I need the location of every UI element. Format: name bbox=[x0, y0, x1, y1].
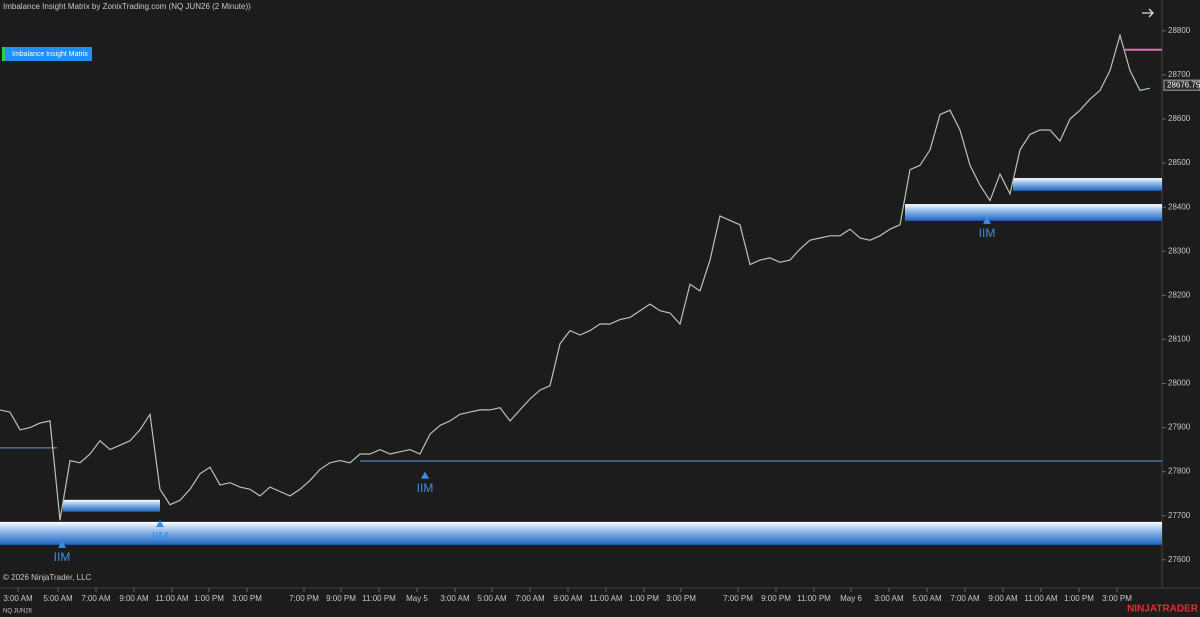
x-tick-label: 1:00 PM bbox=[1064, 594, 1094, 603]
last-price-box bbox=[1163, 79, 1200, 91]
x-tick-label: 3:00 PM bbox=[666, 594, 696, 603]
signal-label: IIM bbox=[152, 529, 169, 543]
x-tick-label: May 5 bbox=[406, 594, 428, 603]
brand-logo: NINJATRADER bbox=[1127, 604, 1199, 615]
signal-label: IIM bbox=[979, 226, 996, 240]
indicator-status bbox=[2, 47, 5, 61]
signal-marker bbox=[421, 471, 429, 479]
y-tick-label: 27800 bbox=[1168, 467, 1191, 476]
y-tick-label: 28100 bbox=[1168, 335, 1191, 344]
x-tick-label: 9:00 PM bbox=[761, 594, 791, 603]
signal-label: IIM bbox=[54, 550, 71, 564]
x-tick-label: 9:00 AM bbox=[988, 594, 1018, 603]
y-tick-label: 27600 bbox=[1168, 555, 1191, 564]
instrument-label: NQ JUN26 bbox=[3, 609, 33, 615]
x-tick-label: 3:00 AM bbox=[3, 594, 33, 603]
y-tick-label: 28000 bbox=[1168, 379, 1191, 388]
signal-marker bbox=[983, 216, 991, 224]
x-tick-label: 1:00 PM bbox=[629, 594, 659, 603]
signal-label: IIM bbox=[417, 481, 434, 495]
imbalance-zone bbox=[0, 521, 1162, 545]
x-tick-label: 3:00 AM bbox=[874, 594, 904, 603]
x-tick-label: 5:00 AM bbox=[43, 594, 73, 603]
y-tick-label: 28200 bbox=[1168, 290, 1191, 299]
arrow-icon[interactable] bbox=[1142, 8, 1154, 18]
chart-title: Imbalance Insight Matrix by ZonixTrading… bbox=[3, 2, 251, 11]
copyright: © 2026 NinjaTrader, LLC bbox=[3, 573, 92, 582]
y-tick-label: 28300 bbox=[1168, 246, 1191, 255]
y-tick-label: 28700 bbox=[1168, 70, 1191, 79]
x-tick-label: 3:00 PM bbox=[1102, 594, 1132, 603]
x-tick-label: 7:00 AM bbox=[950, 594, 980, 603]
price-line bbox=[0, 33, 1151, 521]
y-tick-label: 27900 bbox=[1168, 423, 1191, 432]
x-tick-label: 5:00 AM bbox=[912, 594, 942, 603]
x-tick-label: 5:00 AM bbox=[477, 594, 507, 603]
x-tick-label: 11:00 AM bbox=[1024, 594, 1058, 603]
indicator-button[interactable] bbox=[2, 47, 92, 61]
x-tick-label: 9:00 AM bbox=[553, 594, 583, 603]
x-tick-label: 7:00 AM bbox=[515, 594, 545, 603]
y-tick-label: 28600 bbox=[1168, 114, 1191, 123]
imbalance-zone bbox=[1013, 178, 1162, 191]
x-tick-label: 3:00 PM bbox=[232, 594, 262, 603]
x-tick-label: 11:00 PM bbox=[797, 594, 831, 603]
indicator-button-label[interactable]: Imbalance Insight Matrix bbox=[12, 51, 88, 58]
y-tick-label: 28500 bbox=[1168, 158, 1191, 167]
x-tick-label: 11:00 AM bbox=[155, 594, 189, 603]
y-tick-label: 28800 bbox=[1168, 26, 1191, 35]
x-tick-label: 7:00 PM bbox=[723, 594, 753, 603]
x-tick-label: 7:00 AM bbox=[81, 594, 111, 603]
x-tick-label: 11:00 AM bbox=[589, 594, 623, 603]
x-tick-label: 3:00 AM bbox=[440, 594, 470, 603]
x-tick-label: 1:00 PM bbox=[194, 594, 224, 603]
imbalance-zone bbox=[905, 204, 1162, 221]
signal-marker bbox=[156, 520, 164, 528]
y-tick-label: 28400 bbox=[1168, 202, 1191, 211]
last-price-label: 28676.75 bbox=[1167, 80, 1200, 89]
signal-marker bbox=[58, 540, 66, 548]
x-tick-label: May 6 bbox=[840, 594, 862, 603]
imbalance-zone bbox=[63, 499, 160, 512]
x-tick-label: 9:00 PM bbox=[326, 594, 356, 603]
y-tick-label: 27700 bbox=[1168, 511, 1191, 520]
x-tick-label: 7:00 PM bbox=[289, 594, 319, 603]
x-tick-label: 9:00 AM bbox=[119, 594, 149, 603]
x-tick-label: 11:00 PM bbox=[362, 594, 396, 603]
